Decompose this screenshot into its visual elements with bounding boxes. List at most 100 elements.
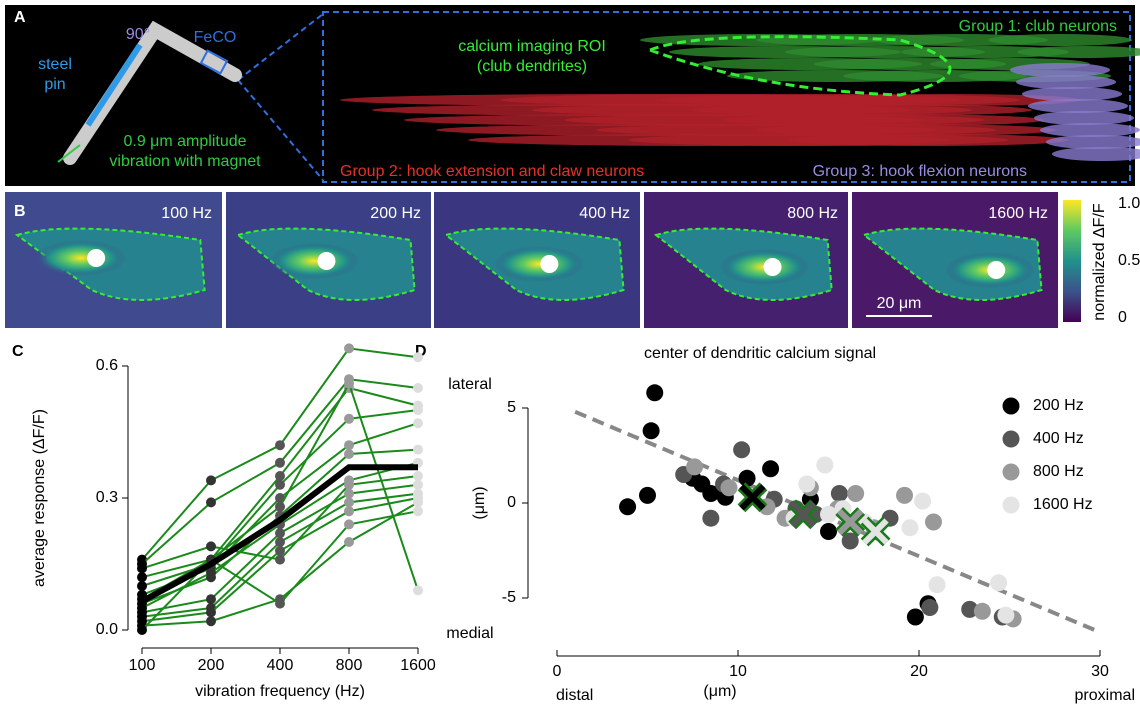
- panel-label: D: [415, 343, 427, 360]
- y-end-label: lateral: [448, 376, 492, 393]
- data-point: [720, 479, 738, 497]
- data-point: [413, 585, 423, 596]
- data-point: [275, 501, 285, 512]
- data-point: [413, 479, 423, 490]
- x-end-label: proximal: [1075, 687, 1135, 704]
- zoom-line: [237, 13, 324, 81]
- roi-label: calcium imaging ROI: [458, 38, 606, 55]
- data-point: [275, 528, 285, 539]
- colorbar-tick: 0: [1118, 309, 1127, 326]
- mean-cross: [790, 501, 817, 528]
- data-point: [413, 418, 423, 429]
- scale-label: 20 μm: [877, 295, 922, 312]
- data-point: [639, 486, 656, 504]
- x-tick-label: 400: [267, 657, 294, 674]
- data-point: [841, 532, 859, 550]
- data-point: [344, 519, 354, 530]
- data-point: [413, 497, 423, 508]
- data-point: [738, 469, 756, 487]
- roi-outline: [645, 35, 952, 97]
- flexion-neuron: [1034, 111, 1134, 125]
- x-tick-label: 0: [553, 663, 562, 680]
- flexion-neuron: [1010, 63, 1110, 77]
- flexion-neuron: [1016, 75, 1116, 89]
- fit-line: [574, 409, 1101, 635]
- club-neuron: [1017, 46, 1140, 58]
- data-point: [733, 441, 751, 459]
- zoom-line: [237, 79, 324, 181]
- data-point: [275, 457, 285, 468]
- mean-cross: [862, 518, 889, 545]
- flexion-neuron: [1046, 135, 1140, 149]
- steel-pin: [85, 43, 143, 127]
- data-point: [646, 384, 664, 402]
- feco-box: [199, 49, 229, 75]
- y-axis-label: (μm): [471, 486, 488, 519]
- data-point: [137, 563, 147, 574]
- chart-title: center of dendritic calcium signal: [644, 345, 876, 362]
- y-end-label: medial: [446, 625, 493, 642]
- data-point: [344, 506, 354, 517]
- data-point: [762, 460, 780, 478]
- data-point: [344, 449, 354, 459]
- group-label: Group 1: club neurons: [959, 18, 1117, 35]
- mean-cross: [837, 508, 864, 536]
- y-tick-label: 0.0: [96, 621, 118, 638]
- colorbar: [1063, 200, 1081, 322]
- x-tick-label: 1600: [400, 657, 436, 674]
- data-point: [275, 471, 285, 481]
- data-point: [928, 576, 946, 594]
- data-point: [344, 413, 354, 424]
- data-point: [206, 475, 216, 486]
- legend-marker: [1002, 430, 1020, 448]
- data-point: [344, 497, 354, 508]
- frequency-label: 100 Hz: [161, 205, 212, 222]
- data-point: [702, 509, 720, 527]
- y-tick-label: 0.6: [96, 357, 118, 374]
- pin-label: steel: [38, 56, 72, 73]
- data-point: [896, 486, 914, 504]
- y-tick-label: 0.3: [96, 489, 118, 506]
- x-tick-label: 20: [910, 663, 928, 680]
- data-point: [275, 598, 285, 609]
- data-point: [206, 541, 216, 552]
- x-tick-label: 800: [336, 657, 363, 674]
- data-point: [973, 602, 991, 620]
- group-label: Group 3: hook flexion neurons: [813, 163, 1027, 180]
- data-point: [906, 608, 924, 626]
- data-point: [344, 488, 354, 499]
- organ-label: FeCO: [194, 29, 237, 46]
- panel-label: C: [12, 343, 24, 360]
- frequency-label: 1600 Hz: [988, 205, 1048, 222]
- data-point: [413, 383, 423, 393]
- data-point: [275, 545, 285, 556]
- panel-label: A: [14, 9, 26, 26]
- y-tick-label: 5: [507, 399, 516, 416]
- y-axis-label: average response (ΔF/F): [31, 409, 48, 587]
- data-point: [413, 444, 423, 455]
- x-tick-label: 30: [1091, 663, 1109, 680]
- center-dot: [317, 252, 336, 270]
- group-label: Group 2: hook extension and claw neurons: [340, 163, 644, 180]
- data-point: [206, 607, 216, 618]
- data-point: [990, 574, 1008, 592]
- x-tick-label: 10: [729, 663, 747, 680]
- flexion-neuron: [1040, 123, 1140, 137]
- center-dot: [540, 255, 559, 273]
- data-point: [206, 567, 216, 578]
- colorbar-tick: 0.5: [1118, 252, 1140, 269]
- data-point: [413, 352, 423, 363]
- legend-marker: [1002, 397, 1020, 415]
- colorbar-label: normalized ΔF/F: [1091, 203, 1108, 321]
- x-axis-label: (μm): [703, 683, 736, 700]
- frequency-label: 200 Hz: [370, 205, 421, 222]
- data-point: [816, 456, 834, 474]
- center-dot: [987, 261, 1006, 279]
- data-point: [344, 343, 354, 354]
- pin-label: pin: [44, 76, 65, 93]
- hook-neuron: [724, 114, 1044, 126]
- flexion-neuron: [1022, 87, 1122, 101]
- data-point: [921, 599, 939, 616]
- data-point: [413, 506, 423, 517]
